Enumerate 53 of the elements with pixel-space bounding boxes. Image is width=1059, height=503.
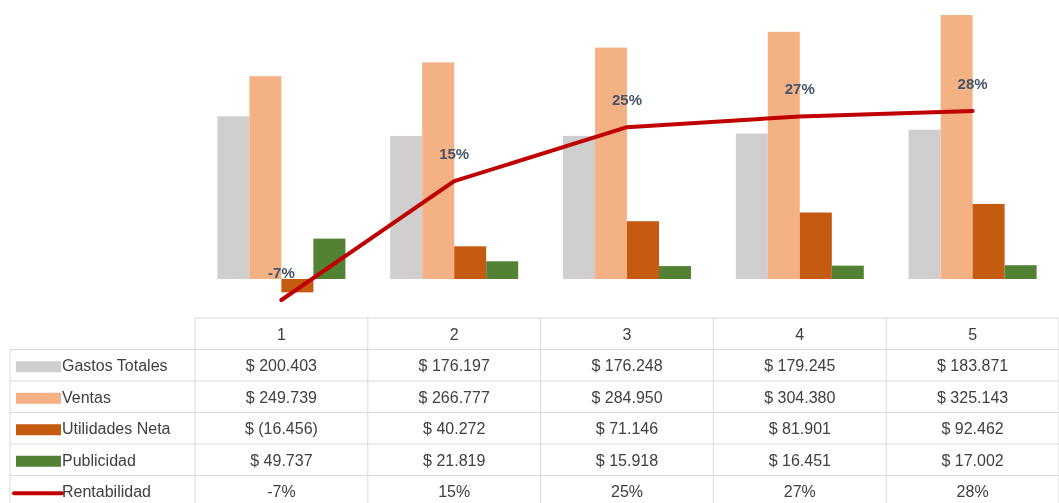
data-label: $ 249.739 — [245, 388, 318, 406]
data-label: 25% — [610, 483, 644, 501]
bar — [1004, 265, 1037, 279]
data-label: $ 15.918 — [595, 451, 659, 469]
data-label: $ 325.143 — [937, 388, 1009, 406]
bar — [799, 212, 832, 279]
text: 15% — [439, 145, 470, 163]
data-label: $ 183.871 — [937, 357, 1009, 375]
legend-label: Gastos Totales — [62, 357, 168, 375]
legend-label: Publicidad — [62, 451, 136, 469]
data-label: 28% — [956, 483, 989, 501]
bar — [659, 266, 691, 279]
data-label: $ 16.451 — [768, 451, 832, 469]
data-label: $ 304.380 — [764, 388, 836, 406]
x-tick-label: 5 — [968, 325, 978, 343]
text: 25% — [611, 91, 643, 109]
bar — [454, 246, 487, 279]
legend-label: Ventas — [62, 388, 111, 406]
bar — [735, 133, 768, 279]
bar — [908, 129, 941, 279]
data-label: $ 17.002 — [941, 451, 1004, 469]
data-label: $ 266.777 — [418, 388, 490, 406]
data-label: $ 176.248 — [591, 357, 663, 375]
legend-label: Utilidades Neta — [62, 420, 171, 438]
x-tick-label: 2 — [449, 325, 459, 343]
data-label: -7% — [267, 483, 296, 501]
data-label: $ 179.245 — [764, 357, 836, 375]
data-label: 27% — [783, 483, 816, 501]
data-label: $ 200.403 — [245, 357, 318, 375]
x-tick-label: 4 — [795, 325, 805, 343]
data-label: $ 40.272 — [423, 420, 486, 438]
data-label: $ (16.456) — [244, 420, 318, 438]
x-tick-label: 1 — [276, 325, 286, 343]
data-label: $ 21.819 — [423, 451, 486, 469]
bar — [972, 203, 1005, 279]
data-label: $ 81.901 — [768, 420, 832, 438]
data-label: $ 71.146 — [595, 420, 659, 438]
bar — [217, 116, 250, 279]
bar — [390, 135, 423, 279]
text: -7% — [268, 264, 295, 281]
data-label: $ 284.950 — [591, 388, 663, 406]
legend-label: Rentabilidad — [62, 483, 151, 501]
data-label: 15% — [438, 483, 471, 501]
bar — [831, 265, 864, 279]
bar — [486, 261, 519, 279]
data-label: $ 92.462 — [941, 420, 1004, 438]
data-label: $ 49.737 — [250, 451, 313, 469]
bar — [627, 221, 659, 279]
text: 28% — [957, 75, 988, 92]
x-tick-label: 3 — [622, 325, 632, 343]
bar — [563, 135, 595, 279]
text: 27% — [784, 80, 815, 98]
data-label: $ 176.197 — [418, 357, 490, 375]
